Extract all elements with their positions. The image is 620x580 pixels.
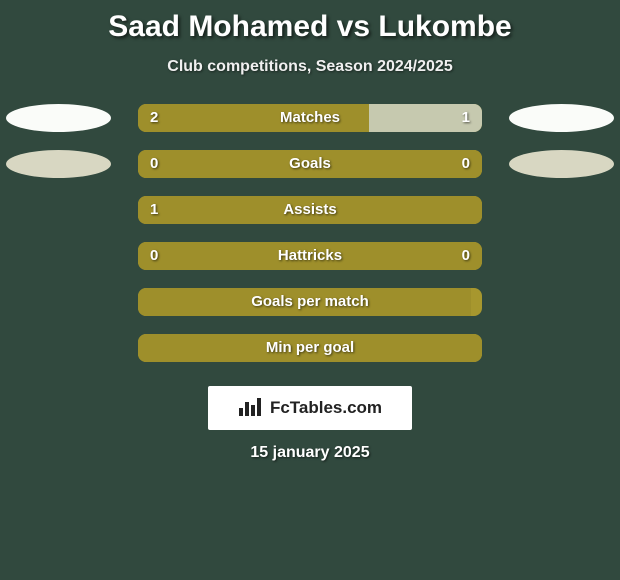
stat-label: Goals per match xyxy=(138,288,482,316)
chart-bars-icon xyxy=(238,396,264,421)
stat-value-right: 0 xyxy=(462,242,470,270)
stats-area: Matches21Goals00Assists1Hattricks00Goals… xyxy=(0,104,620,380)
stat-value-left: 0 xyxy=(150,150,158,178)
stat-label: Min per goal xyxy=(138,334,482,362)
stat-value-left: 0 xyxy=(150,242,158,270)
card-subtitle: Club competitions, Season 2024/2025 xyxy=(167,58,452,76)
stat-row: Hattricks0 0 xyxy=(0,242,620,272)
stat-label: Goals xyxy=(138,150,482,178)
stat-label: Assists xyxy=(138,196,482,224)
card-title: Saad Mohamed vs Lukombe xyxy=(108,10,511,44)
stat-row: Goals per match xyxy=(0,288,620,318)
stat-value-right: 0 xyxy=(462,150,470,178)
stat-row: Min per goal xyxy=(0,334,620,364)
stat-row: Assists1 xyxy=(0,196,620,226)
comparison-card: Saad Mohamed vs Lukombe Club competition… xyxy=(0,0,620,462)
date-line: 15 january 2025 xyxy=(250,444,369,462)
stat-row: Goals0 0 xyxy=(0,150,620,180)
logo-text: FcTables.com xyxy=(270,398,382,418)
stat-label: Matches xyxy=(138,104,482,132)
stat-label: Hattricks xyxy=(138,242,482,270)
stat-row: Matches2 1 xyxy=(0,104,620,134)
player-right-marker xyxy=(509,104,614,132)
stat-value-left: 1 xyxy=(150,196,158,224)
stat-value-right: 1 xyxy=(462,104,470,132)
site-logo: FcTables.com xyxy=(208,386,412,430)
player-left-marker xyxy=(6,104,111,132)
stat-value-left: 2 xyxy=(150,104,158,132)
player-right-marker xyxy=(509,150,614,178)
player-left-marker xyxy=(6,150,111,178)
